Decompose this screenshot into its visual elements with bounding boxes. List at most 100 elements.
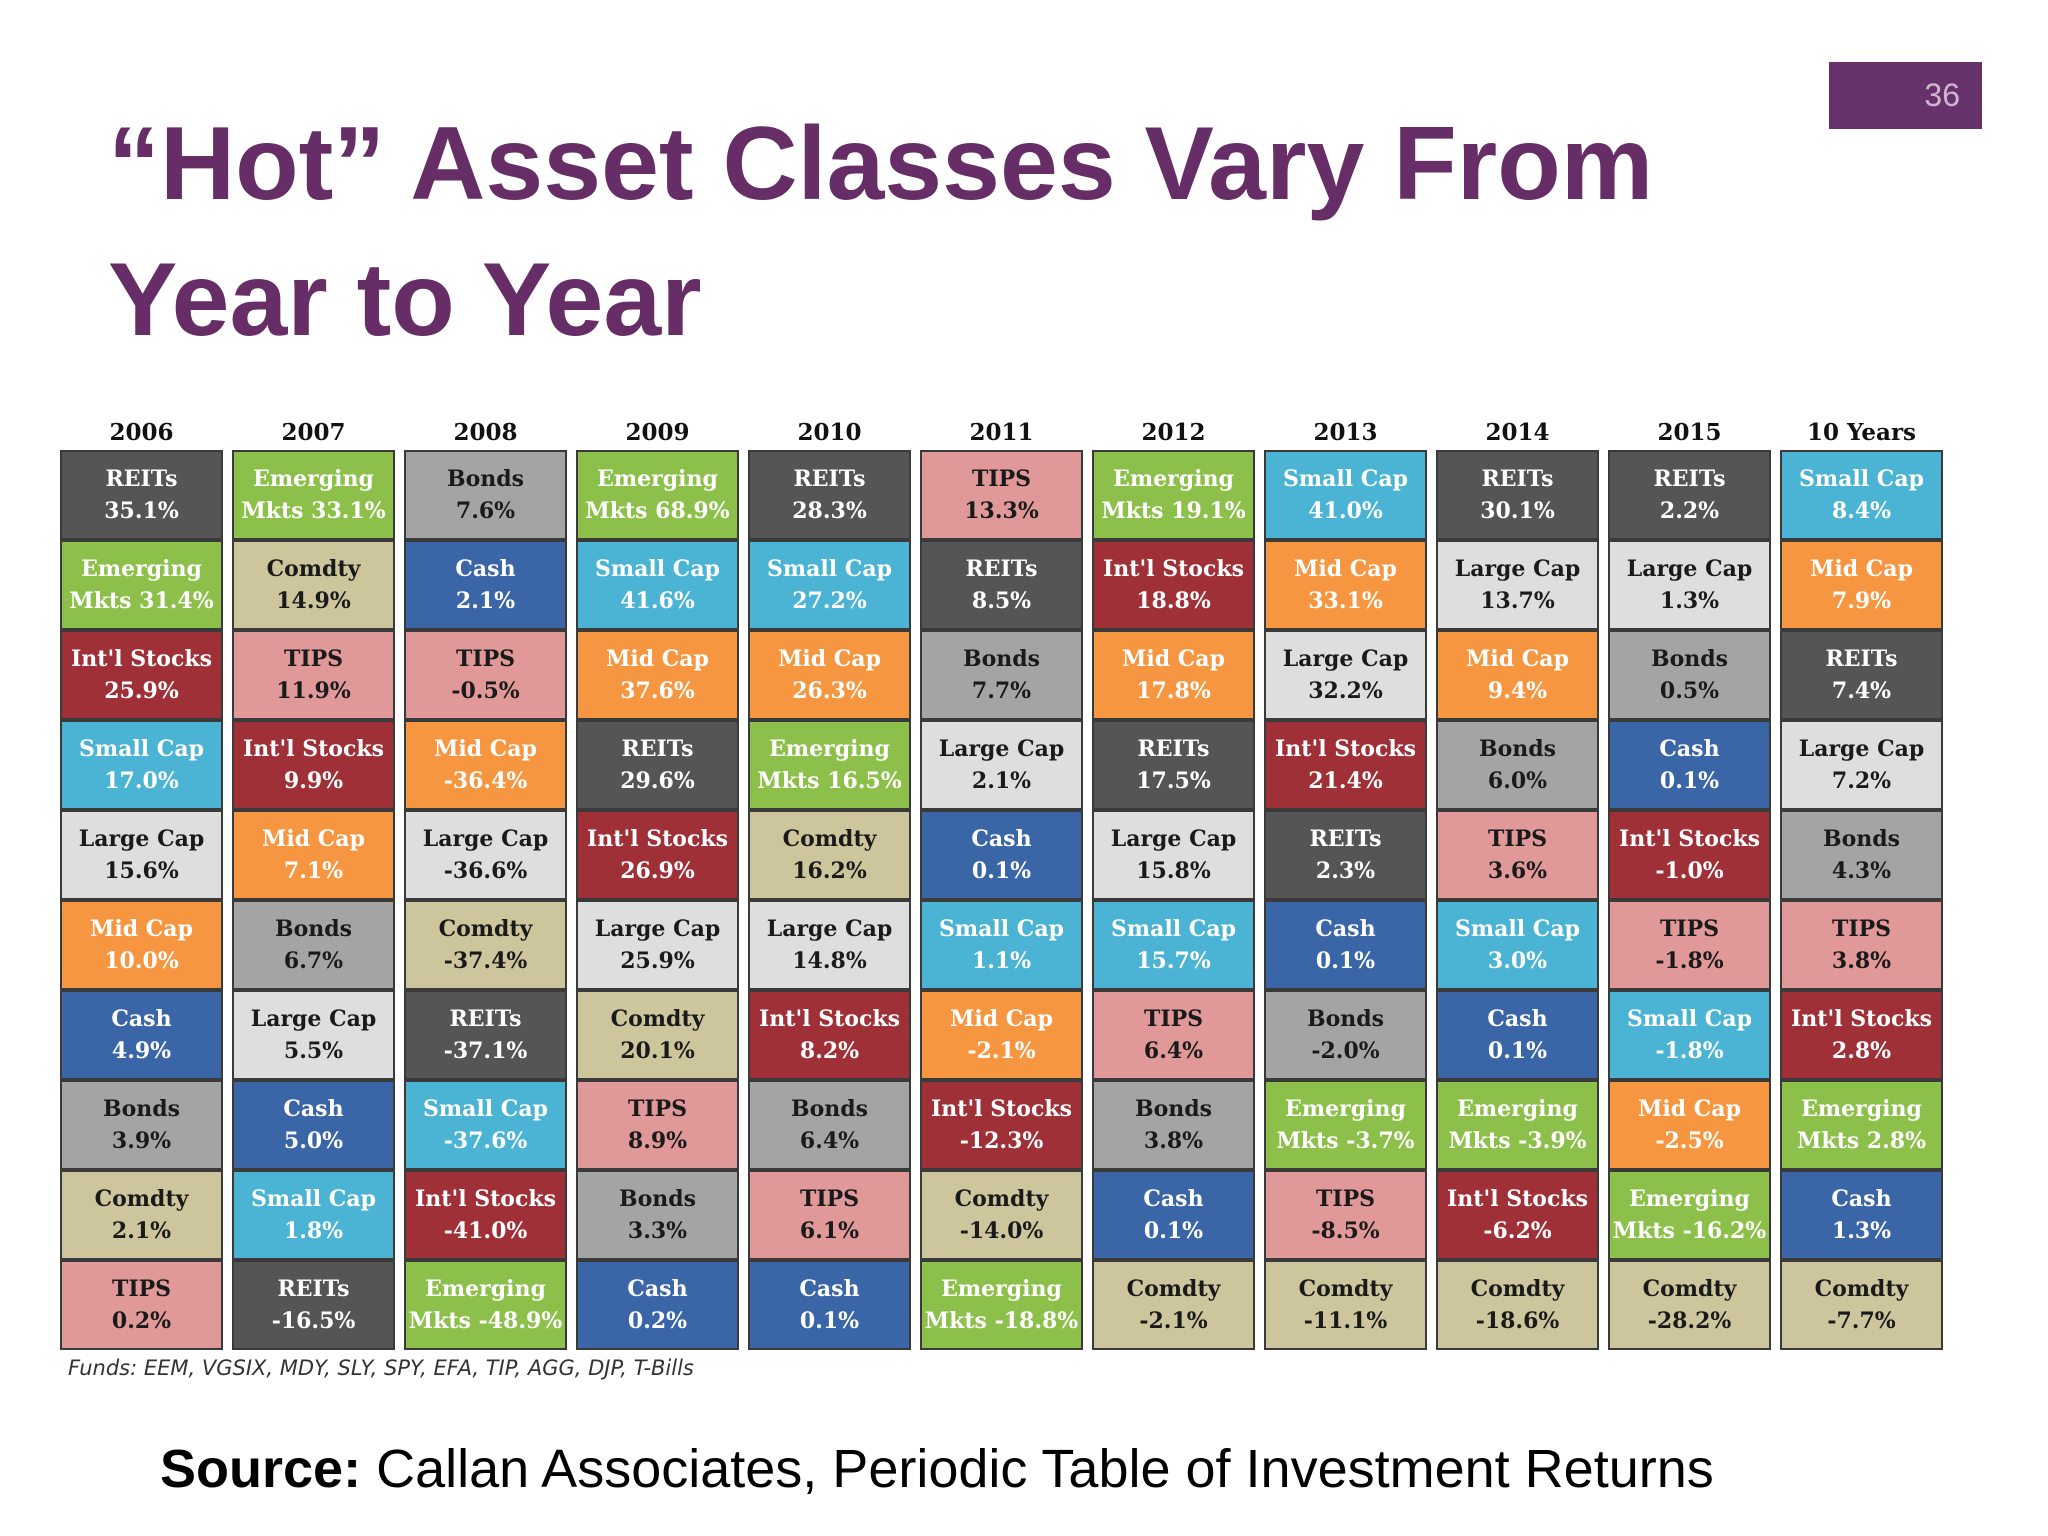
asset-class-label: Small Cap [767,556,892,582]
asset-class-label: REITs [1481,466,1554,492]
return-value-label: 15.7% [1136,948,1211,974]
return-value-label: Mkts 68.9% [585,498,730,524]
return-value-label: 0.5% [1659,678,1720,704]
return-cell: Bonds 3.9% [60,1080,223,1170]
return-cell: Cash 0.1% [920,810,1083,900]
asset-class-label: Comdty [1814,1276,1909,1302]
year-header: 2007 [281,419,346,446]
return-cell: TIPS 3.8% [1780,900,1943,990]
return-cell: Int'l Stocks 18.8% [1092,540,1255,630]
asset-class-label: Large Cap [1798,736,1925,762]
return-value-label: 2.2% [1659,498,1720,524]
return-cell: Small Cap 1.8% [232,1170,395,1260]
return-cell: TIPS 6.1% [748,1170,911,1260]
return-cell: Bonds -2.0% [1264,990,1427,1080]
asset-class-label: Emerging [81,556,202,582]
return-cell: Small Cap -1.8% [1608,990,1771,1080]
asset-class-label: Small Cap [939,916,1064,942]
return-cell: Bonds 3.8% [1092,1080,1255,1170]
return-value-label: 14.8% [792,948,867,974]
return-value-label: Mkts -18.8% [924,1308,1079,1334]
return-value-label: 0.1% [799,1308,860,1334]
return-value-label: -37.4% [443,948,528,974]
return-value-label: 15.6% [104,858,179,884]
return-cell: Small Cap 3.0% [1436,900,1599,990]
return-cell: REITs 29.6% [576,720,739,810]
slide-title: “Hot” Asset Classes Vary From Year to Ye… [108,106,1654,358]
asset-class-label: Mid Cap [90,916,193,942]
return-cell: Emerging Mkts -3.9% [1436,1080,1599,1170]
return-cell: Bonds 3.3% [576,1170,739,1260]
return-cell: REITs 7.4% [1780,630,1943,720]
return-value-label: 5.0% [283,1128,344,1154]
asset-class-label: Int'l Stocks [71,646,212,672]
asset-class-label: TIPS [1831,916,1892,942]
return-cell: Large Cap -36.6% [404,810,567,900]
return-cell: Mid Cap 9.4% [1436,630,1599,720]
asset-class-label: REITs [793,466,866,492]
asset-class-label: Emerging [1285,1096,1406,1122]
asset-class-label: Small Cap [423,1096,548,1122]
return-cell: TIPS 6.4% [1092,990,1255,1080]
return-value-label: -7.7% [1827,1308,1896,1334]
asset-class-label: REITs [621,736,694,762]
asset-class-label: Mid Cap [1810,556,1913,582]
asset-class-label: Emerging [1629,1186,1750,1212]
asset-class-label: Bonds [962,646,1041,672]
return-value-label: -16.5% [271,1308,356,1334]
asset-class-label: Emerging [1457,1096,1578,1122]
return-value-label: 41.6% [620,588,695,614]
return-value-label: 2.8% [1831,1038,1892,1064]
funds-footnote: Funds: EEM, VGSIX, MDY, SLY, SPY, EFA, T… [68,1356,694,1380]
asset-class-label: Int'l Stocks [1791,1006,1932,1032]
return-cell: Mid Cap 26.3% [748,630,911,720]
asset-class-label: Comdty [1470,1276,1565,1302]
asset-class-label: Cash [627,1276,688,1302]
return-cell: Emerging Mkts -18.8% [920,1260,1083,1350]
return-value-label: 33.1% [1308,588,1383,614]
return-cell: Bonds 4.3% [1780,810,1943,900]
return-cell: Large Cap 1.3% [1608,540,1771,630]
asset-class-label: Large Cap [1454,556,1581,582]
return-value-label: 7.4% [1831,678,1892,704]
asset-class-label: Emerging [941,1276,1062,1302]
return-value-label: Mkts 31.4% [69,588,214,614]
asset-class-label: TIPS [1315,1186,1376,1212]
return-cell: Emerging Mkts 31.4% [60,540,223,630]
year-header: 2006 [109,419,174,446]
return-value-label: 3.0% [1487,948,1548,974]
return-value-label: -1.0% [1655,858,1724,884]
asset-class-label: Bonds [446,466,525,492]
return-cell: Cash 0.1% [748,1260,911,1350]
year-header: 2013 [1313,419,1378,446]
return-value-label: 5.5% [283,1038,344,1064]
return-value-label: Mkts 16.5% [757,768,902,794]
return-value-label: -2.0% [1311,1038,1380,1064]
year-header: 2012 [1141,419,1206,446]
return-cell: Large Cap 5.5% [232,990,395,1080]
asset-class-label: Large Cap [1282,646,1409,672]
return-value-label: Mkts 33.1% [241,498,386,524]
return-value-label: 41.0% [1308,498,1383,524]
return-cell: Bonds 7.6% [404,450,567,540]
return-cell: Cash 1.3% [1780,1170,1943,1260]
year-header: 2009 [625,419,690,446]
return-value-label: 17.0% [104,768,179,794]
return-value-label: 1.8% [283,1218,344,1244]
return-cell: Small Cap -37.6% [404,1080,567,1170]
return-value-label: Mkts -48.9% [408,1308,563,1334]
return-cell: Comdty -18.6% [1436,1260,1599,1350]
asset-class-label: Emerging [597,466,718,492]
return-value-label: 2.1% [111,1218,172,1244]
asset-class-label: Int'l Stocks [1447,1186,1588,1212]
return-value-label: 4.9% [111,1038,172,1064]
return-cell: Small Cap 41.6% [576,540,739,630]
return-cell: Large Cap 32.2% [1264,630,1427,720]
asset-class-label: Comdty [266,556,361,582]
return-value-label: 2.1% [971,768,1032,794]
return-value-label: 7.6% [455,498,516,524]
asset-class-label: Mid Cap [434,736,537,762]
source-label: Source: [160,1439,362,1499]
return-cell: Int'l Stocks 25.9% [60,630,223,720]
return-value-label: 0.1% [1143,1218,1204,1244]
